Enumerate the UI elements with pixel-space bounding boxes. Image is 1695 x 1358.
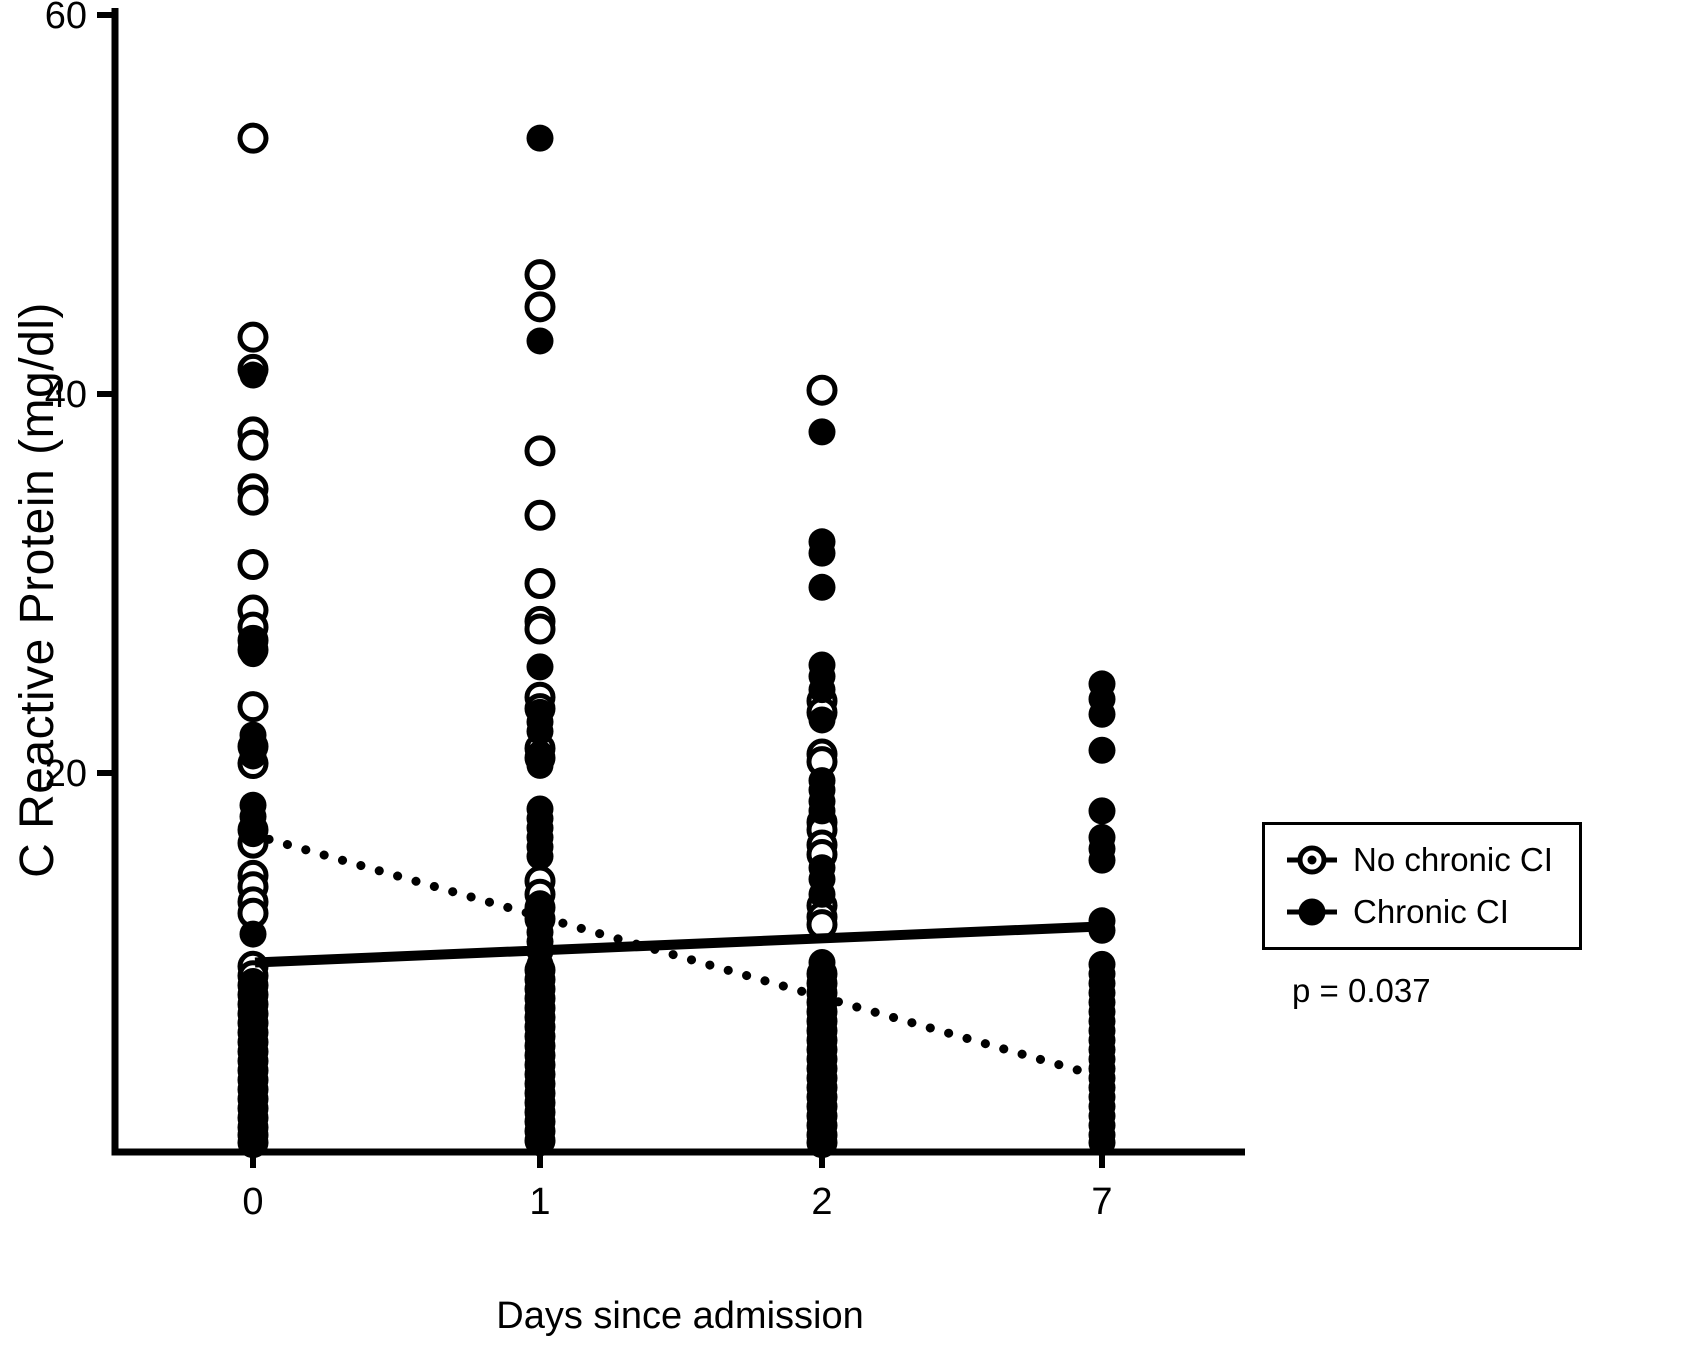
svg-text:1: 1 (529, 1181, 550, 1223)
x-axis-label: Days since admission (496, 1295, 864, 1337)
svg-text:60: 60 (45, 0, 87, 37)
legend: No chronic CI Chronic CI (1262, 822, 1582, 950)
legend-label-no-chronic-ci: No chronic CI (1353, 841, 1553, 878)
open-circle-marker-icon (1287, 845, 1337, 875)
legend-entry-chronic-ci: Chronic CI (1285, 893, 1553, 931)
filled-circle-marker-icon (1287, 898, 1337, 926)
legend-entry-no-chronic-ci: No chronic CI (1285, 841, 1553, 879)
legend-label-chronic-ci: Chronic CI (1353, 893, 1509, 930)
y-axis-label: C Reactive Protein (mg/dl) (11, 302, 64, 878)
svg-text:0: 0 (242, 1181, 263, 1223)
svg-text:7: 7 (1091, 1181, 1112, 1223)
svg-text:40: 40 (45, 374, 87, 416)
p-value-annotation: p = 0.037 (1292, 972, 1431, 1009)
svg-text:20: 20 (45, 753, 87, 795)
svg-text:2: 2 (811, 1181, 832, 1223)
